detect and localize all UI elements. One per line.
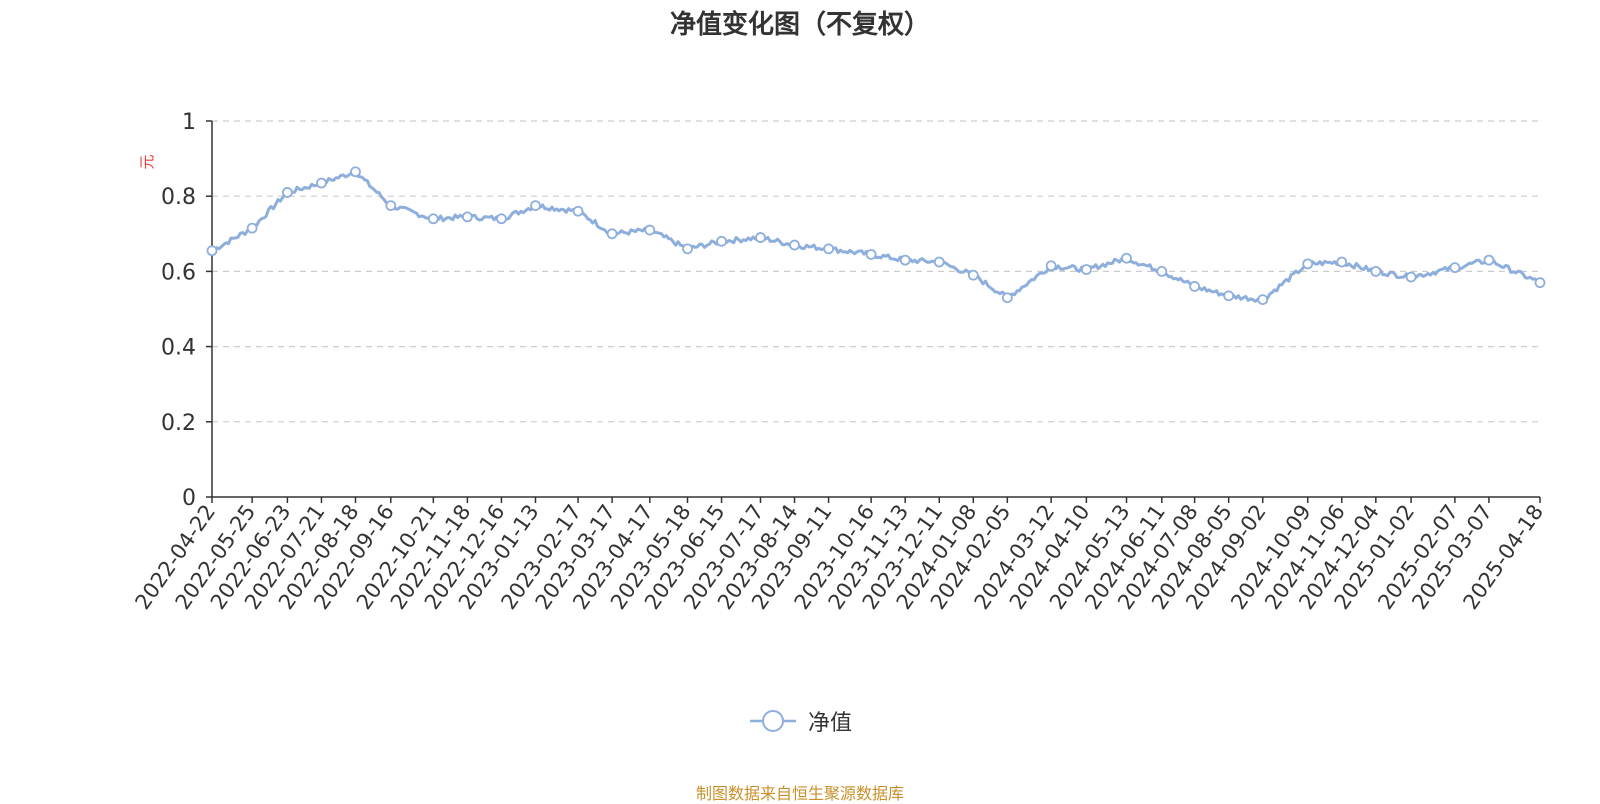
legend[interactable]: 净值: [0, 706, 1600, 736]
data-point[interactable]: [530, 200, 541, 212]
data-point[interactable]: [1257, 294, 1269, 306]
y-tick-label: 0.4: [161, 336, 196, 361]
data-point[interactable]: [823, 243, 834, 255]
data-point[interactable]: [933, 256, 945, 268]
data-point[interactable]: [206, 245, 218, 257]
y-tick-labels: 0 0.2 0.4 0.6 0.8 1: [161, 110, 196, 511]
data-point[interactable]: [716, 235, 727, 247]
y-tick-label: 0.2: [161, 411, 196, 436]
data-point[interactable]: [1336, 256, 1348, 268]
x-tick-labels: 2022-04-222022-05-252022-06-232022-07-21…: [130, 500, 1548, 614]
data-point[interactable]: [967, 269, 979, 281]
data-point[interactable]: [682, 243, 693, 255]
data-point[interactable]: [281, 187, 293, 198]
data-point[interactable]: [789, 239, 800, 251]
y-tick-label: 0.8: [161, 185, 196, 210]
data-point[interactable]: [1080, 264, 1092, 275]
chart-title: 净值变化图（不复权）: [669, 10, 930, 40]
data-point[interactable]: [606, 228, 618, 240]
data-point[interactable]: [427, 213, 439, 225]
legend-line-icon: [749, 710, 796, 732]
data-point[interactable]: [1483, 254, 1495, 266]
grid-lines: [212, 120, 1540, 423]
data-point[interactable]: [1189, 281, 1201, 292]
y-axis-unit-label: 元: [138, 154, 156, 169]
series-layer: [206, 166, 1546, 306]
data-point[interactable]: [1045, 260, 1057, 272]
data-point[interactable]: [246, 222, 258, 234]
chart-plot-area: 元 0 0.2 0.4 0.6 0.8 1 2022-04-222022-05-25202…: [130, 110, 1548, 614]
data-point[interactable]: [899, 254, 911, 266]
data-point[interactable]: [461, 211, 473, 223]
data-point[interactable]: [1405, 271, 1417, 283]
data-point[interactable]: [1534, 277, 1546, 289]
y-tick-label: 0: [182, 486, 196, 511]
data-point[interactable]: [644, 224, 656, 236]
data-point[interactable]: [1121, 252, 1132, 264]
data-source-note: 制图数据来自恒生聚源数据库: [695, 784, 904, 803]
y-tick-label: 0.6: [161, 260, 196, 285]
data-point[interactable]: [316, 177, 327, 189]
data-point[interactable]: [1449, 262, 1461, 274]
data-point[interactable]: [350, 166, 361, 178]
data-point[interactable]: [1223, 290, 1235, 302]
data-point[interactable]: [1156, 265, 1168, 277]
axes: [206, 120, 1541, 503]
data-point[interactable]: [572, 205, 584, 217]
data-point[interactable]: [1302, 258, 1314, 270]
data-point[interactable]: [1001, 292, 1013, 304]
legend-label: 净值: [807, 711, 852, 736]
data-point[interactable]: [496, 213, 507, 225]
data-point[interactable]: [385, 200, 397, 212]
y-tick-label: 1: [182, 110, 196, 135]
data-point[interactable]: [755, 232, 766, 243]
data-point[interactable]: [1370, 265, 1382, 277]
data-point[interactable]: [865, 249, 877, 260]
series-line-nav: [211, 170, 1541, 303]
